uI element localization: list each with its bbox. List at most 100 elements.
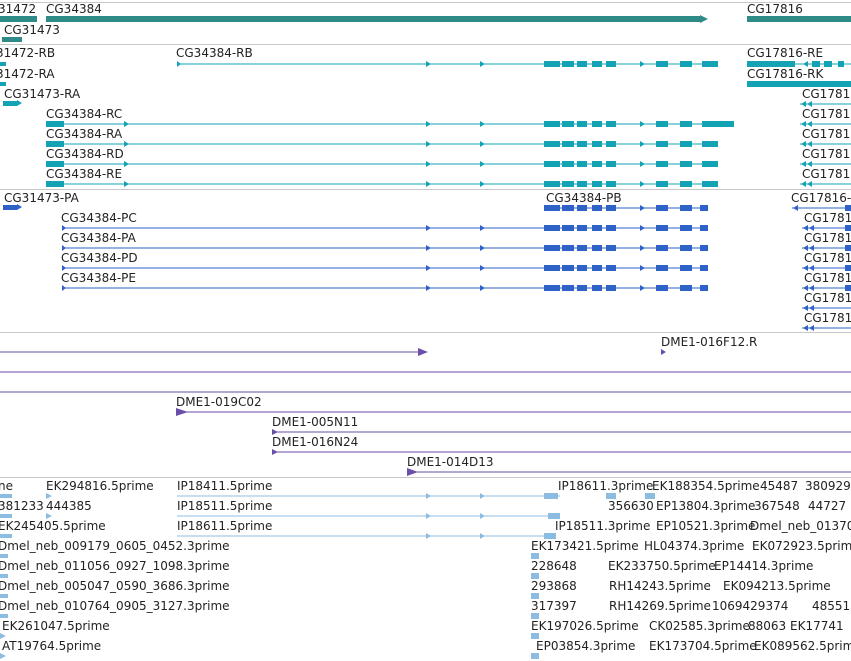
est-label[interactable]: 88063 (748, 619, 786, 633)
exon[interactable] (0, 82, 6, 86)
exon[interactable] (592, 161, 602, 167)
est-block[interactable] (0, 574, 8, 578)
exon[interactable] (656, 141, 668, 147)
cdna-alignment[interactable]: DME1-016F12.R (661, 335, 757, 355)
est-label[interactable]: 381233 (0, 499, 44, 513)
exon[interactable] (577, 285, 587, 291)
exon[interactable] (544, 141, 560, 147)
est-block[interactable] (0, 614, 8, 618)
exon[interactable] (544, 121, 560, 127)
exon[interactable] (592, 141, 602, 147)
est-label[interactable]: 317397 (531, 599, 577, 613)
est-label[interactable]: 356630 (608, 499, 654, 513)
est-label[interactable]: 44727 (808, 499, 846, 513)
protein-label[interactable]: CG31473-PA (4, 191, 80, 205)
est-label[interactable]: 380929 (805, 479, 851, 493)
exon[interactable] (845, 205, 851, 211)
cdna-label[interactable]: DME1-019C02 (176, 395, 262, 409)
est-block[interactable] (531, 573, 539, 579)
exon[interactable] (562, 161, 574, 167)
exon[interactable] (845, 265, 851, 271)
exon[interactable] (577, 245, 587, 251)
exon[interactable] (562, 285, 574, 291)
exon[interactable] (680, 61, 692, 67)
est-label[interactable]: HL04374.3prime (644, 539, 744, 553)
transcript-cg34384-rb[interactable] (177, 61, 718, 67)
est-label[interactable]: EK173704.5prime (649, 639, 757, 653)
transcript-label[interactable]: CG34384-RB (176, 46, 253, 60)
exon[interactable] (700, 205, 708, 211)
est-label[interactable]: EK089562.5prime (754, 639, 851, 653)
est-label[interactable]: EK197026.5prime (531, 619, 639, 633)
exon[interactable] (3, 101, 17, 106)
exon[interactable] (562, 141, 574, 147)
transcript-cg34384-ra[interactable]: CG34384-RA (46, 127, 718, 147)
protein-label[interactable]: CG34384-PE (61, 271, 136, 285)
est-label[interactable]: 444385 (46, 499, 92, 513)
est-label[interactable]: IP18511.5prime (177, 499, 272, 513)
gene-label[interactable]: CG31473 (4, 23, 60, 37)
transcript-label[interactable]: CG17816-RE (747, 46, 823, 60)
exon[interactable] (606, 141, 616, 147)
est-label[interactable]: 228648 (531, 559, 577, 573)
exon[interactable] (544, 265, 560, 271)
protein-cg34384-pd[interactable]: CG34384-PD (61, 251, 708, 271)
est-block[interactable] (0, 494, 12, 498)
est-label[interactable]: 48551 (812, 599, 850, 613)
transcript-label[interactable]: CG1781 (802, 127, 850, 141)
exon[interactable] (577, 205, 587, 211)
exon[interactable] (3, 205, 17, 210)
est-block[interactable] (0, 594, 8, 598)
est-block[interactable] (531, 633, 539, 639)
est-block[interactable] (531, 613, 539, 619)
exon[interactable] (680, 181, 692, 187)
exon[interactable] (544, 61, 560, 67)
protein-label[interactable]: CG17816- (791, 191, 851, 205)
gene-feature[interactable]: CG17816 (747, 2, 851, 22)
est-label[interactable]: ne (0, 479, 13, 493)
exon[interactable] (577, 181, 587, 187)
cdna-label[interactable]: DME1-005N11 (272, 415, 358, 429)
est-label[interactable]: EK188354.5prime (652, 479, 760, 493)
gene-bar[interactable] (46, 16, 700, 22)
exon[interactable] (577, 61, 587, 67)
exon[interactable] (812, 61, 820, 67)
est-label[interactable]: Dmel_neb_005047_0590_3686.3prime (0, 579, 230, 593)
est-label[interactable]: IP18611.5prime (177, 519, 272, 533)
exon[interactable] (702, 181, 718, 187)
est-label[interactable]: Dmel_neb_011056_0927_1098.3prime (0, 559, 230, 573)
exon[interactable] (562, 61, 574, 67)
est-label[interactable]: IP18611.3prime (558, 479, 653, 493)
exon[interactable] (656, 285, 668, 291)
exon[interactable] (46, 141, 64, 147)
est-label[interactable]: IP18511.3prime (555, 519, 650, 533)
est-label[interactable]: EP14414.3prime (714, 559, 813, 573)
protein-label[interactable]: CG1781 (804, 311, 851, 325)
gene-label[interactable]: CG34384 (46, 2, 102, 16)
exon[interactable] (562, 265, 574, 271)
est-label[interactable]: EK17741 (790, 619, 844, 633)
exon[interactable] (606, 265, 616, 271)
exon[interactable] (592, 225, 602, 231)
cdna-alignment[interactable] (0, 348, 428, 356)
est-label[interactable]: CK02585.3prime (649, 619, 750, 633)
est-label[interactable]: EK072923.5prime (752, 539, 851, 553)
exon[interactable] (606, 205, 616, 211)
est-label[interactable]: Dmel_neb_009179_0605_0452.3prime (0, 539, 230, 553)
exon[interactable] (680, 141, 692, 147)
protein-label[interactable]: CG34384-PD (61, 251, 138, 265)
exon[interactable] (544, 225, 560, 231)
exon[interactable] (680, 161, 692, 167)
exon[interactable] (845, 225, 851, 231)
exon[interactable] (46, 161, 64, 167)
exon[interactable] (656, 245, 668, 251)
exon[interactable] (680, 205, 692, 211)
protein-label[interactable]: CG34384-PB (546, 191, 622, 205)
cdna-alignment[interactable]: DME1-019C02 (176, 395, 851, 416)
est-block[interactable] (0, 554, 8, 558)
protein-cg34384-pa[interactable]: CG34384-PA (61, 231, 708, 251)
gene-bar[interactable] (747, 16, 851, 22)
protein-label[interactable]: CG34384-PC (61, 211, 137, 225)
est-label[interactable]: EK233750.5prime (608, 559, 716, 573)
transcript-label[interactable]: CG34384-RC (46, 107, 122, 121)
